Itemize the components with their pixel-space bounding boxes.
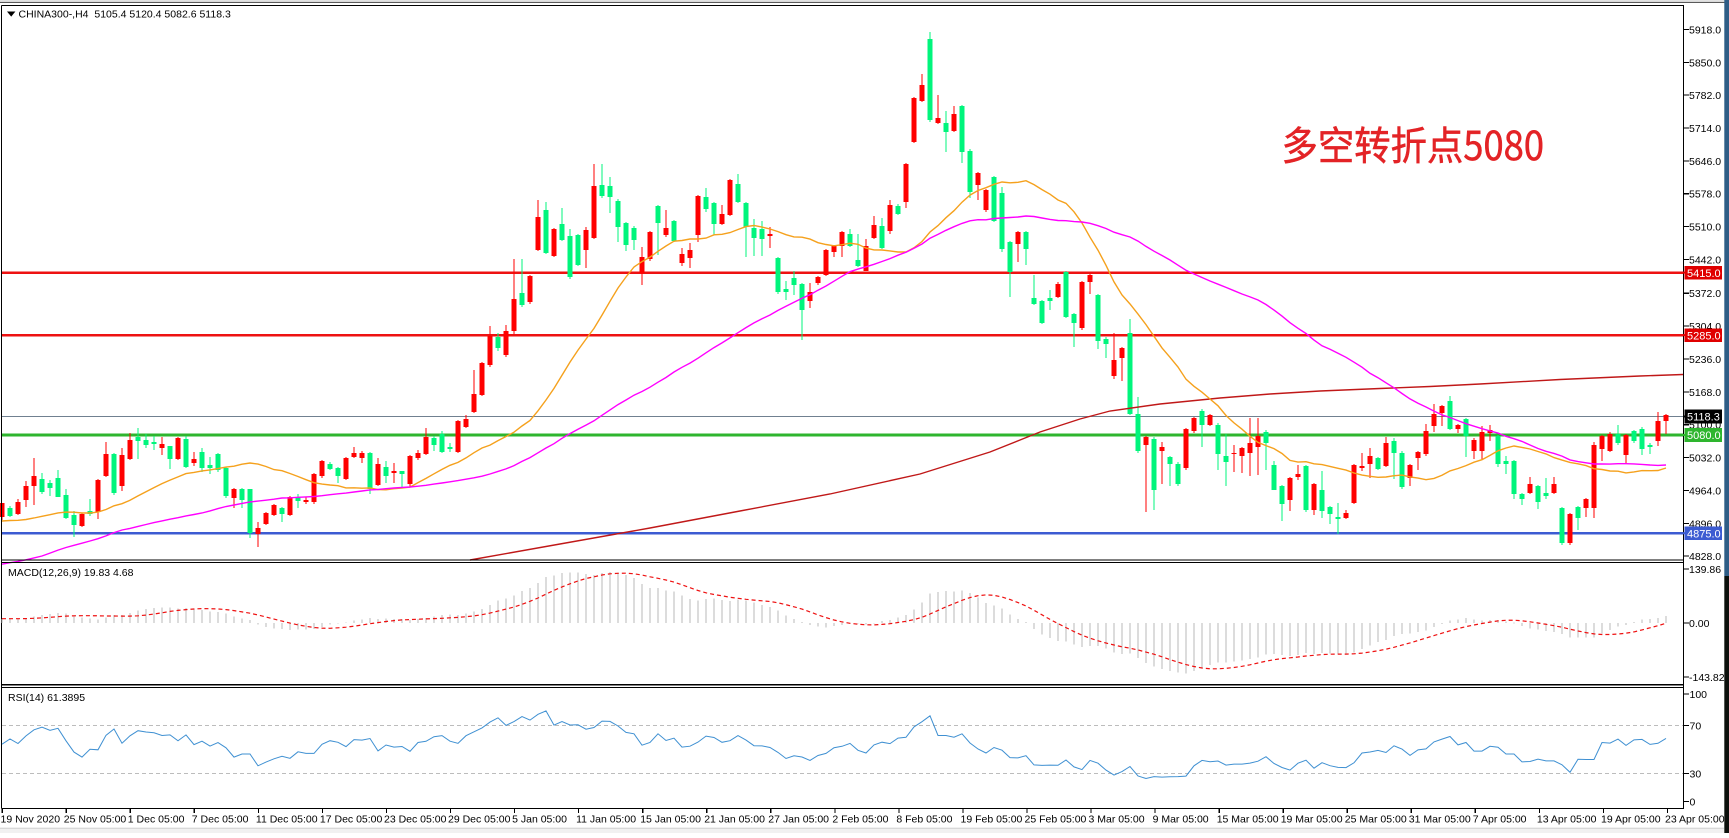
svg-text:5118.3: 5118.3 — [1687, 412, 1720, 424]
svg-text:-143.82: -143.82 — [1689, 672, 1725, 684]
svg-text:4964.0: 4964.0 — [1689, 485, 1721, 497]
svg-text:0.00: 0.00 — [1689, 618, 1710, 630]
svg-text:25 Mar 05:00: 25 Mar 05:00 — [1345, 814, 1407, 826]
svg-text:139.86: 139.86 — [1689, 564, 1721, 576]
svg-text:5918.0: 5918.0 — [1689, 24, 1721, 36]
svg-text:9 Mar 05:00: 9 Mar 05:00 — [1153, 814, 1209, 826]
svg-text:19 Mar 05:00: 19 Mar 05:00 — [1281, 814, 1343, 826]
svg-text:5032.0: 5032.0 — [1689, 453, 1721, 465]
svg-text:5 Jan 05:00: 5 Jan 05:00 — [512, 814, 567, 826]
svg-text:5714.0: 5714.0 — [1689, 123, 1721, 135]
svg-text:7 Dec 05:00: 7 Dec 05:00 — [192, 814, 249, 826]
svg-text:25 Feb 05:00: 25 Feb 05:00 — [1025, 814, 1087, 826]
svg-text:13 Apr 05:00: 13 Apr 05:00 — [1537, 814, 1597, 826]
svg-text:23 Apr 05:00: 23 Apr 05:00 — [1665, 814, 1725, 826]
svg-text:30: 30 — [1690, 768, 1702, 780]
svg-text:5236.0: 5236.0 — [1689, 354, 1721, 366]
svg-text:11 Jan 05:00: 11 Jan 05:00 — [576, 814, 636, 826]
svg-text:5285.0: 5285.0 — [1687, 330, 1721, 342]
svg-text:31 Mar 05:00: 31 Mar 05:00 — [1409, 814, 1471, 826]
svg-text:5782.0: 5782.0 — [1689, 90, 1721, 102]
svg-text:1 Dec 05:00: 1 Dec 05:00 — [128, 814, 185, 826]
svg-text:4875.0: 4875.0 — [1687, 528, 1721, 540]
svg-text:29 Dec 05:00: 29 Dec 05:00 — [448, 814, 511, 826]
svg-text:21 Jan 05:00: 21 Jan 05:00 — [704, 814, 765, 826]
svg-text:7 Apr 05:00: 7 Apr 05:00 — [1473, 814, 1527, 826]
svg-text:5578.0: 5578.0 — [1689, 189, 1721, 201]
svg-text:5442.0: 5442.0 — [1689, 254, 1721, 266]
svg-text:3 Mar 05:00: 3 Mar 05:00 — [1089, 814, 1145, 826]
svg-text:MACD(12,26,9) 19.83 4.68: MACD(12,26,9) 19.83 4.68 — [8, 567, 134, 579]
svg-text:19 Apr 05:00: 19 Apr 05:00 — [1601, 814, 1661, 826]
svg-text:100: 100 — [1690, 689, 1708, 701]
svg-text:11 Dec 05:00: 11 Dec 05:00 — [256, 814, 318, 826]
svg-text:4828.0: 4828.0 — [1689, 551, 1721, 563]
svg-text:17 Dec 05:00: 17 Dec 05:00 — [320, 814, 383, 826]
svg-text:15 Jan 05:00: 15 Jan 05:00 — [640, 814, 701, 826]
svg-text:5510.0: 5510.0 — [1689, 222, 1721, 234]
svg-text:0: 0 — [1690, 797, 1696, 809]
svg-text:23 Dec 05:00: 23 Dec 05:00 — [384, 814, 447, 826]
svg-text:15 Mar 05:00: 15 Mar 05:00 — [1217, 814, 1279, 826]
svg-text:19 Feb 05:00: 19 Feb 05:00 — [961, 814, 1023, 826]
svg-text:19 Nov 2020: 19 Nov 2020 — [1, 814, 61, 826]
svg-text:5646.0: 5646.0 — [1689, 156, 1721, 168]
svg-text:RSI(14) 61.3895: RSI(14) 61.3895 — [8, 692, 85, 704]
svg-text:2 Feb 05:00: 2 Feb 05:00 — [832, 814, 888, 826]
svg-text:5168.0: 5168.0 — [1689, 387, 1721, 399]
svg-text:5415.0: 5415.0 — [1687, 268, 1721, 280]
svg-text:5850.0: 5850.0 — [1689, 57, 1721, 69]
svg-text:5080.0: 5080.0 — [1687, 430, 1721, 442]
svg-text:27 Jan 05:00: 27 Jan 05:00 — [768, 814, 829, 826]
svg-text:8 Feb 05:00: 8 Feb 05:00 — [896, 814, 952, 826]
svg-text:5372.0: 5372.0 — [1689, 288, 1721, 300]
svg-text:70: 70 — [1690, 720, 1702, 732]
svg-text:CHINA300-,H4 5105.4 5120.4 50: CHINA300-,H4 5105.4 5120.4 5082.6 5118.3 — [19, 9, 231, 21]
svg-text:25 Nov 05:00: 25 Nov 05:00 — [64, 814, 127, 826]
